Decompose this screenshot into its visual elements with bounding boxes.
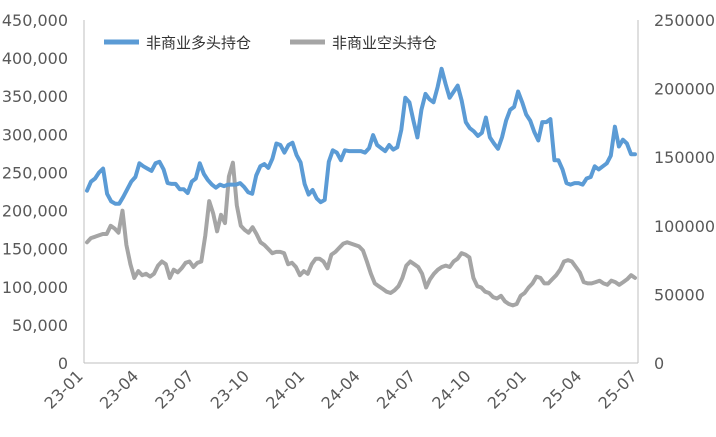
y-left-tick-label: 250,000 — [2, 163, 68, 182]
y-left-tick-label: 450,000 — [2, 11, 68, 30]
y-right-tick-label: 0 — [654, 354, 664, 373]
legend-label-long: 非商业多头持仓 — [146, 34, 251, 52]
x-tick-label: 24-01 — [262, 366, 308, 412]
x-tick-label: 24-10 — [428, 366, 474, 412]
series-lines — [85, 66, 637, 308]
x-tick-label: 24-04 — [318, 366, 364, 412]
y-left-tick-label: 0 — [58, 354, 68, 373]
y-left-tick-label: 50,000 — [12, 316, 68, 335]
x-tick-label: 23-01 — [41, 366, 87, 412]
y-right-tick-label: 100000 — [654, 217, 715, 236]
x-tick-label: 24-07 — [373, 366, 419, 412]
x-tick-label: 25-04 — [539, 366, 585, 412]
legend-label-short: 非商业空头持仓 — [332, 34, 437, 52]
x-tick-label: 23-07 — [151, 366, 197, 412]
y-left-tick-label: 300,000 — [2, 125, 68, 144]
y-right-tick-label: 150000 — [654, 148, 715, 167]
legend: 非商业多头持仓 非商业空头持仓 — [104, 34, 437, 52]
tick-labels: 0 50,000 100,000 150,000 200,000 250,000 300,0… — [2, 11, 715, 413]
y-right-tick-label: 200000 — [654, 80, 715, 99]
y-right-tick-label: 250000 — [654, 11, 715, 30]
series-line-long — [85, 66, 637, 206]
x-tick-label: 23-04 — [96, 366, 142, 412]
y-left-tick-label: 200,000 — [2, 202, 68, 221]
y-left-tick-label: 400,000 — [2, 49, 68, 68]
y-left-tick-label: 350,000 — [2, 87, 68, 106]
x-tick-label: 25-01 — [484, 366, 530, 412]
y-right-tick-label: 50000 — [654, 285, 705, 304]
y-left-tick-label: 100,000 — [2, 278, 68, 297]
y-left-tick-label: 150,000 — [2, 240, 68, 259]
series-line-short — [85, 160, 637, 308]
x-tick-label: 25-07 — [595, 366, 641, 412]
x-tick-label: 23-10 — [207, 366, 253, 412]
